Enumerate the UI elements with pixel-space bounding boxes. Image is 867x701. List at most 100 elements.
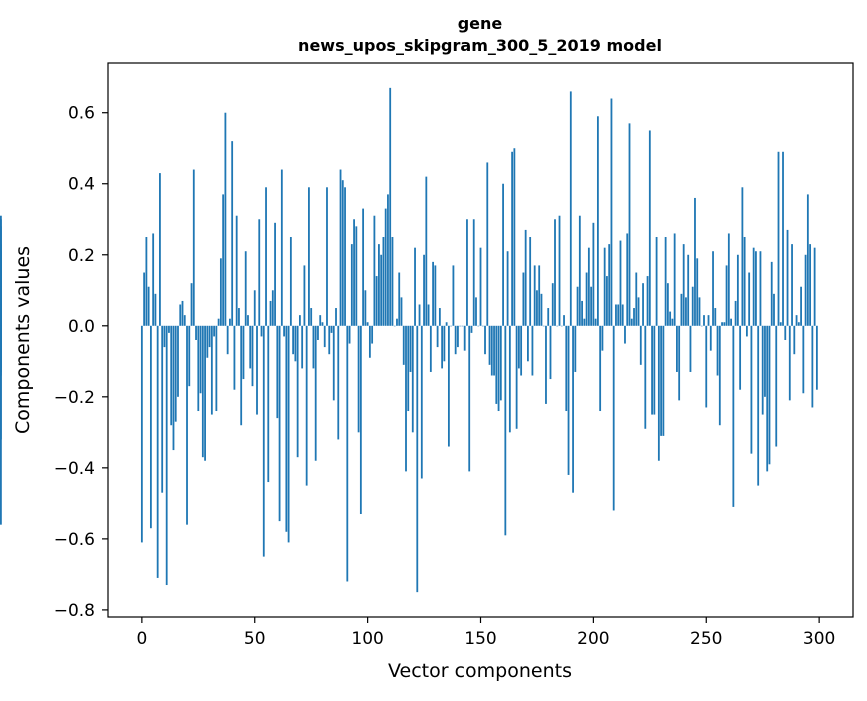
bar-208 [610,98,613,326]
bar-228 [655,237,658,326]
bar-167 [517,325,520,369]
bar-149 [477,325,480,327]
bar-178 [542,325,545,327]
bar-127 [427,304,430,326]
bar-270 [750,325,753,454]
bars-group [0,87,818,593]
bar-150 [479,247,482,326]
bar-170 [524,229,527,326]
bar-225 [648,130,651,326]
bar-290 [795,315,798,326]
bar-191 [572,325,574,493]
bar-134 [443,325,446,362]
bar-214 [624,325,626,344]
bar-174 [533,265,536,326]
bar-175 [536,290,538,326]
bar-245 [694,197,696,326]
bar-229 [657,325,660,461]
bar-49 [251,325,254,387]
bar-39 [229,318,231,326]
bar-162 [506,251,509,326]
bar-241 [685,297,687,326]
bar-8 [159,173,161,326]
bar-279 [770,261,773,326]
bar-169 [522,272,525,326]
bar-57 [269,300,272,326]
bar-105 [378,244,380,326]
bar-19 [183,315,186,326]
bar-254 [714,308,717,326]
bar-295 [806,194,809,326]
bar-258 [723,322,726,326]
bar-277 [766,325,769,472]
bar-160 [502,183,504,326]
bar-94 [353,219,355,326]
bar-195 [581,300,583,326]
bar-52 [258,219,261,326]
bar-284 [782,151,784,326]
bar-237 [676,325,678,372]
bar-168 [520,325,523,376]
bar-88 [339,169,342,326]
bar-50 [253,290,256,326]
bar-298 [813,247,816,326]
bar-182 [551,283,554,326]
bar-122 [416,325,419,593]
bar-13 [170,325,173,426]
bar-43 [238,308,240,326]
bar-92 [348,325,351,344]
bar-104 [375,276,378,326]
bar-188 [565,325,568,412]
bar-96 [357,325,360,433]
bar-235 [671,318,674,326]
plot-area-frame [107,62,854,618]
bar-35 [219,258,222,326]
bar-114 [398,272,401,326]
bar-207 [608,244,611,326]
bar-100 [366,322,369,326]
bar-253 [712,251,714,326]
bar-244 [691,286,694,326]
bar-23 [192,169,195,326]
bar-130 [434,265,437,326]
y-tick-label: −0.2 [54,388,95,408]
bar-55 [265,187,267,326]
bar-286 [786,229,789,326]
bar-165 [513,148,516,326]
bar-190 [569,91,572,326]
bar-82 [326,187,328,326]
bar-33 [215,325,218,412]
bar-280 [773,293,775,326]
bar-120 [411,325,414,433]
bar-234 [669,311,672,326]
bar-179 [545,325,547,404]
bar-126 [425,176,428,326]
bar-123 [418,304,421,326]
bar-163 [508,325,511,433]
bar-1 [143,272,146,326]
bar-293 [802,325,805,394]
bar-131 [436,325,439,348]
bar-248 [700,325,703,327]
bar-265 [739,325,742,390]
bar-285 [784,325,787,340]
bar-283 [779,322,782,326]
bar-222 [642,283,644,326]
bar-153 [486,162,489,326]
bar-24 [195,325,197,340]
bar-216 [628,123,631,326]
bar-3 [147,286,150,326]
bar-243 [689,325,692,372]
bar-154 [488,325,491,365]
bar-21 [188,325,191,387]
bar-6 [154,293,157,326]
bar-116 [402,325,405,365]
x-tick-label: 100 [351,629,383,649]
bar-12 [168,325,170,333]
bar-232 [664,237,667,326]
bar-119 [409,325,412,372]
y-axis-label: Components values [12,246,34,434]
bar-undefined [0,304,2,326]
bar-242 [687,254,690,326]
bar-16 [177,325,179,397]
